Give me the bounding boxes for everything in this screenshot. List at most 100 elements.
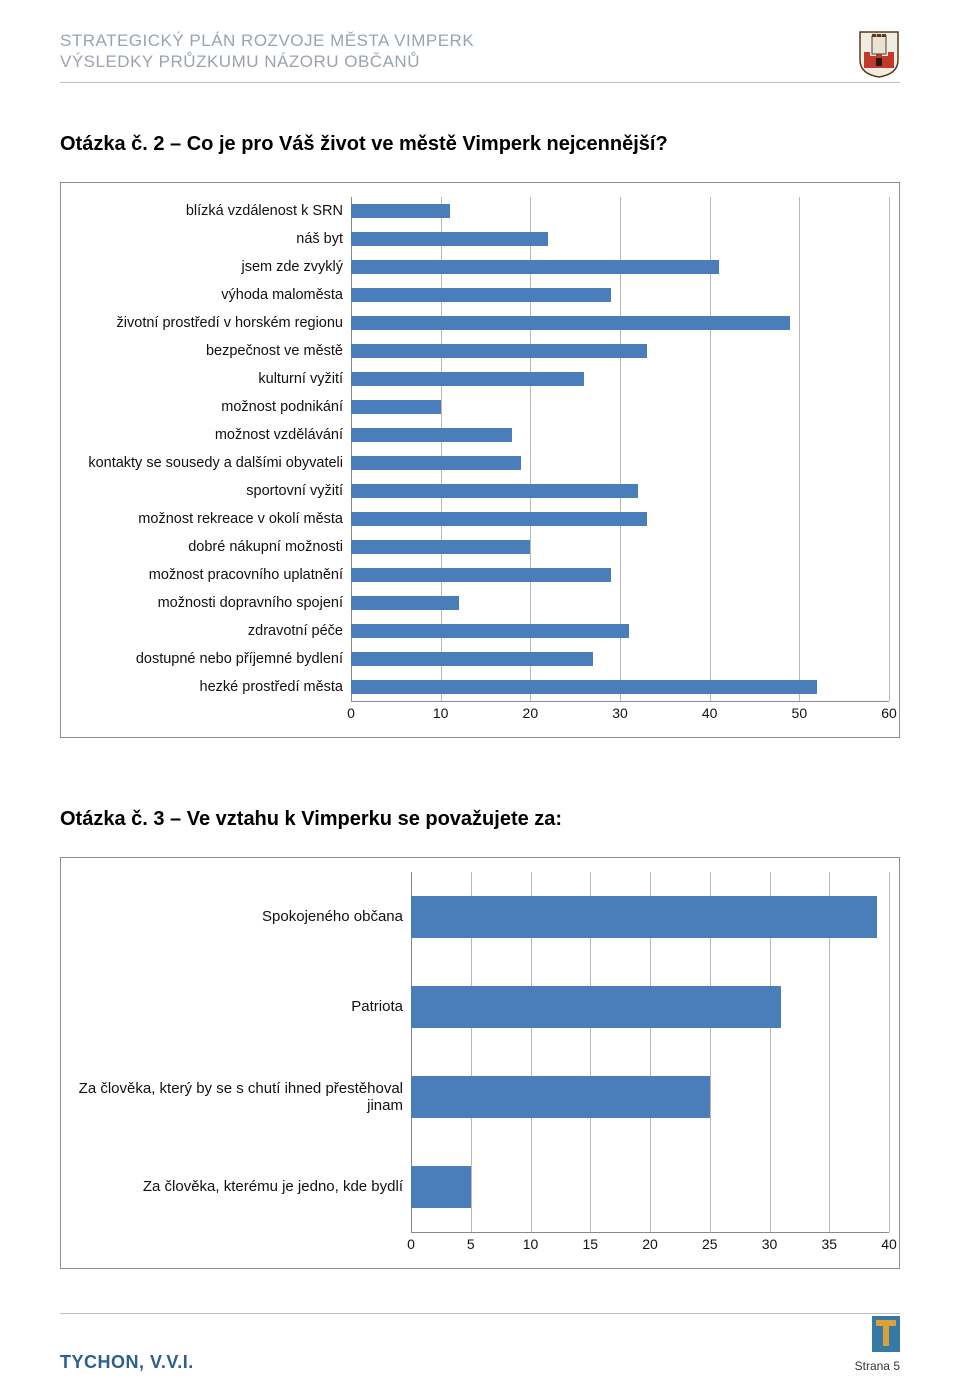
- gridline: [799, 281, 800, 309]
- question2-title: Otázka č. 3 – Ve vztahu k Vimperku se po…: [60, 808, 900, 831]
- gridline: [710, 561, 711, 589]
- bar-label: kontakty se sousedy a dalšími obyvateli: [71, 455, 351, 471]
- gridline: [530, 449, 531, 477]
- gridline: [590, 1142, 591, 1232]
- gridline: [799, 225, 800, 253]
- gridline: [889, 617, 890, 645]
- gridline: [889, 421, 890, 449]
- chart-row: možnost podnikání: [71, 393, 889, 421]
- plot-cell: [351, 337, 889, 365]
- x-axis: 0510152025303540: [71, 1232, 889, 1256]
- gridline: [799, 393, 800, 421]
- gridline: [710, 225, 711, 253]
- x-tick-label: 40: [702, 705, 718, 721]
- chart-row: Spokojeného občana: [71, 872, 889, 962]
- bar-label: náš byt: [71, 231, 351, 247]
- gridline: [799, 617, 800, 645]
- gridline: [710, 589, 711, 617]
- gridline: [650, 1142, 651, 1232]
- chart-row: sportovní vyžití: [71, 477, 889, 505]
- gridline: [620, 589, 621, 617]
- bar-label: možnost podnikání: [71, 399, 351, 415]
- gridline: [710, 1052, 711, 1142]
- gridline: [710, 1142, 711, 1232]
- gridline: [710, 645, 711, 673]
- gridline: [889, 561, 890, 589]
- bar: [351, 344, 647, 358]
- plot-cell: [351, 505, 889, 533]
- gridline: [889, 962, 890, 1052]
- gridline: [799, 645, 800, 673]
- plot-cell: [411, 872, 889, 962]
- gridline: [620, 281, 621, 309]
- plot-cell: [351, 477, 889, 505]
- bar-label: možnost rekreace v okolí města: [71, 511, 351, 527]
- chart-row: možnost rekreace v okolí města: [71, 505, 889, 533]
- gridline: [889, 872, 890, 962]
- plot-cell: [351, 533, 889, 561]
- gridline: [799, 253, 800, 281]
- x-axis-line: [351, 701, 889, 702]
- gridline: [710, 533, 711, 561]
- gridline: [530, 393, 531, 421]
- gridline: [620, 561, 621, 589]
- city-crest-icon: [858, 30, 900, 78]
- bar: [411, 986, 781, 1028]
- gridline: [889, 225, 890, 253]
- gridline: [799, 309, 800, 337]
- bar-label: zdravotní péče: [71, 623, 351, 639]
- gridline: [530, 421, 531, 449]
- gridline: [799, 449, 800, 477]
- x-tick-label: 20: [523, 705, 539, 721]
- gridline: [710, 197, 711, 225]
- bar: [351, 512, 647, 526]
- gridline: [799, 337, 800, 365]
- plot-cell: [411, 1142, 889, 1232]
- page-header: STRATEGICKÝ PLÁN ROZVOJE MĚSTA VIMPERK V…: [60, 30, 900, 83]
- gridline: [530, 533, 531, 561]
- gridline: [889, 1052, 890, 1142]
- gridline: [829, 1052, 830, 1142]
- chart-row: dobré nákupní možnosti: [71, 533, 889, 561]
- x-tick-label: 30: [762, 1236, 778, 1252]
- gridline: [889, 253, 890, 281]
- gridline: [530, 589, 531, 617]
- gridline: [799, 365, 800, 393]
- x-tick-label: 5: [467, 1236, 475, 1252]
- page-footer: TYCHON, V.V.I. Strana 5: [60, 1313, 900, 1373]
- bar: [351, 232, 548, 246]
- x-tick-label: 0: [347, 705, 355, 721]
- tychon-logo-icon: [872, 1316, 900, 1352]
- gridline: [620, 645, 621, 673]
- bar: [351, 596, 459, 610]
- gridline: [620, 197, 621, 225]
- bar-label: Spokojeného občana: [71, 908, 411, 925]
- bar-label: výhoda maloměsta: [71, 287, 351, 303]
- gridline: [889, 589, 890, 617]
- chart-row: Za člověka, který by se s chutí ihned př…: [71, 1052, 889, 1142]
- plot-cell: [351, 225, 889, 253]
- gridline: [889, 477, 890, 505]
- bar: [351, 568, 611, 582]
- bar-label: bezpečnost ve městě: [71, 343, 351, 359]
- gridline: [710, 477, 711, 505]
- bar: [351, 680, 817, 694]
- chart-row: náš byt: [71, 225, 889, 253]
- header-title-block: STRATEGICKÝ PLÁN ROZVOJE MĚSTA VIMPERK V…: [60, 30, 474, 73]
- bar: [351, 428, 512, 442]
- chart-row: životní prostředí v horském regionu: [71, 309, 889, 337]
- plot-cell: [351, 197, 889, 225]
- gridline: [770, 1052, 771, 1142]
- bar: [411, 1076, 710, 1118]
- plot-cell: [351, 673, 889, 701]
- x-tick-label: 50: [792, 705, 808, 721]
- bar-label: Patriota: [71, 998, 411, 1015]
- question2-chart: Spokojeného občana Patriota Za člověka, kt…: [60, 857, 900, 1269]
- chart-row: možnosti dopravního spojení: [71, 589, 889, 617]
- x-tick-label: 25: [702, 1236, 718, 1252]
- bar: [351, 400, 441, 414]
- plot-cell: [351, 617, 889, 645]
- gridline: [889, 533, 890, 561]
- gridline: [889, 673, 890, 701]
- chart-row: bezpečnost ve městě: [71, 337, 889, 365]
